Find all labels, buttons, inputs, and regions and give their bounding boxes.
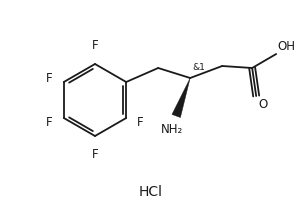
Text: O: O (258, 98, 268, 111)
Text: &1: &1 (192, 63, 205, 72)
Text: OH: OH (277, 40, 295, 53)
Text: F: F (46, 115, 53, 128)
Text: F: F (92, 39, 98, 52)
Text: F: F (92, 148, 98, 161)
Polygon shape (172, 78, 190, 118)
Text: HCl: HCl (139, 185, 163, 199)
Text: F: F (46, 72, 53, 85)
Text: NH₂: NH₂ (161, 123, 183, 136)
Text: F: F (137, 115, 144, 128)
